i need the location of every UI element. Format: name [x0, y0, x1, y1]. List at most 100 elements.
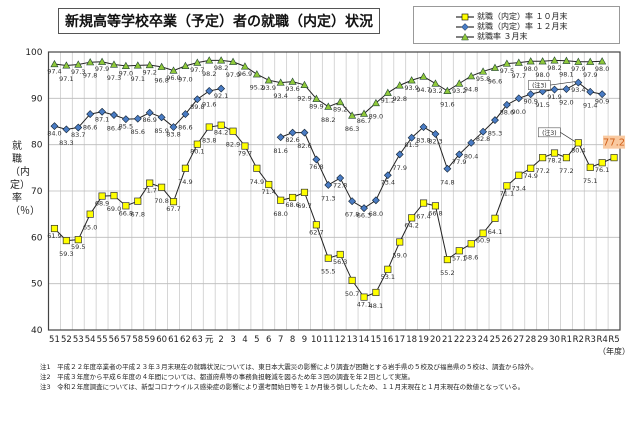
data-label: 85.3	[488, 130, 502, 138]
data-point	[526, 57, 535, 65]
data-label: 74.9	[178, 178, 192, 186]
data-label: 71.3	[321, 194, 335, 202]
data-point	[312, 94, 321, 102]
y-tick-label: 80	[31, 141, 43, 151]
data-label: 95.2	[250, 84, 264, 92]
data-point	[586, 163, 594, 171]
x-tick-label: 3	[230, 335, 235, 345]
data-point	[300, 128, 309, 137]
data-label: 66.8	[119, 209, 133, 217]
data-label: 64.2	[404, 221, 418, 229]
x-tick-label: 16	[382, 335, 393, 345]
data-point	[62, 237, 70, 245]
data-point	[134, 197, 142, 205]
x-tick-label: 6	[266, 335, 271, 345]
data-label: 75.1	[583, 177, 597, 185]
data-label: 93.4	[571, 86, 585, 94]
data-point	[550, 56, 559, 64]
data-label: 70.8	[154, 197, 168, 205]
data-label: 71.1	[500, 189, 514, 197]
data-point	[122, 202, 130, 210]
data-point	[515, 171, 523, 179]
data-point	[158, 183, 166, 191]
data-label: 92.1	[214, 92, 228, 100]
data-point	[98, 192, 106, 200]
data-label: 71.4	[262, 188, 276, 196]
data-point	[514, 94, 523, 103]
callout-line	[550, 81, 576, 86]
data-label: 80.4	[464, 152, 478, 160]
data-label: 91.9	[547, 93, 561, 101]
data-point	[562, 154, 570, 162]
x-tick-label: R2	[573, 335, 584, 345]
data-label: 68.6	[285, 201, 299, 209]
footnote: 注3 令和２年度調査については、新型コロナウイルス感染症の影響により選考開始日等…	[40, 383, 525, 391]
data-point	[395, 150, 404, 159]
x-tick-label: 11	[323, 335, 334, 345]
x-tick-label: 52	[61, 335, 72, 345]
data-label: 86.6	[83, 124, 97, 132]
x-tick-label: 15	[371, 335, 382, 345]
data-label: 47.1	[357, 301, 371, 309]
callout-label: (注3)	[542, 129, 557, 137]
data-point	[241, 142, 249, 150]
y-tick-label: 70	[31, 187, 43, 197]
data-point	[121, 61, 130, 69]
data-label: 73.4	[512, 185, 526, 193]
data-point	[169, 123, 178, 131]
data-point	[205, 86, 214, 95]
x-tick-label: 4	[242, 335, 247, 345]
data-label: 77.9	[392, 164, 406, 172]
data-label: 98.0	[523, 65, 537, 73]
data-point	[384, 265, 392, 273]
data-label: 55.2	[440, 269, 454, 277]
data-label: 97.4	[47, 68, 61, 76]
data-point	[145, 60, 154, 69]
footnote: 注2 平成３年度から平成６年度の４年間については、都道府県等の事務負担軽減を図る…	[40, 373, 415, 381]
data-label: 94.7	[416, 86, 430, 94]
data-label: 97.3	[107, 74, 121, 82]
data-point	[74, 123, 83, 132]
data-point	[217, 56, 226, 64]
data-point	[348, 276, 356, 284]
data-point	[479, 127, 488, 136]
data-label: 94.8	[464, 86, 478, 94]
data-point	[479, 229, 487, 237]
data-point	[598, 57, 607, 65]
data-label: 83.8	[202, 137, 216, 145]
x-tick-label: 19	[418, 335, 429, 345]
data-label: 57.1	[452, 254, 466, 262]
legend-label: 就職（内定）率 １０月末	[477, 12, 568, 21]
data-point	[514, 58, 523, 66]
data-point	[348, 197, 357, 206]
data-point	[74, 60, 83, 68]
x-tick-label: 22	[454, 335, 465, 345]
data-label: 82.3	[428, 138, 442, 146]
data-label: 72.8	[333, 182, 347, 190]
plot-border	[47, 51, 621, 331]
y-tick-label: 100	[25, 48, 42, 58]
data-label: 88.2	[321, 116, 335, 124]
data-label: 90.9	[523, 98, 537, 106]
series-2: 97.497.197.397.897.997.397.097.197.296.8…	[47, 56, 609, 133]
data-point	[348, 111, 357, 119]
data-label: 50.7	[345, 290, 359, 298]
data-point	[467, 71, 476, 80]
data-point	[526, 90, 535, 99]
data-label: 97.9	[571, 65, 585, 73]
data-point	[133, 61, 142, 69]
data-point	[360, 293, 368, 301]
x-tick-label: 7	[278, 335, 283, 345]
x-tick-label: 58	[132, 335, 143, 345]
data-point	[562, 56, 571, 64]
data-label: 84.0	[47, 130, 61, 138]
data-point	[360, 204, 368, 213]
footnotes: 注1 平成２２年度卒業者の平成２３年３月末現在の就職状況については、東日本大震災…	[40, 362, 538, 392]
data-label: 84.2	[214, 129, 228, 137]
data-point	[109, 60, 118, 68]
y-tick-label: 50	[31, 280, 43, 290]
data-point	[455, 150, 464, 159]
data-point	[121, 115, 130, 124]
x-tick-label: 5	[254, 335, 259, 345]
data-point	[479, 67, 488, 75]
